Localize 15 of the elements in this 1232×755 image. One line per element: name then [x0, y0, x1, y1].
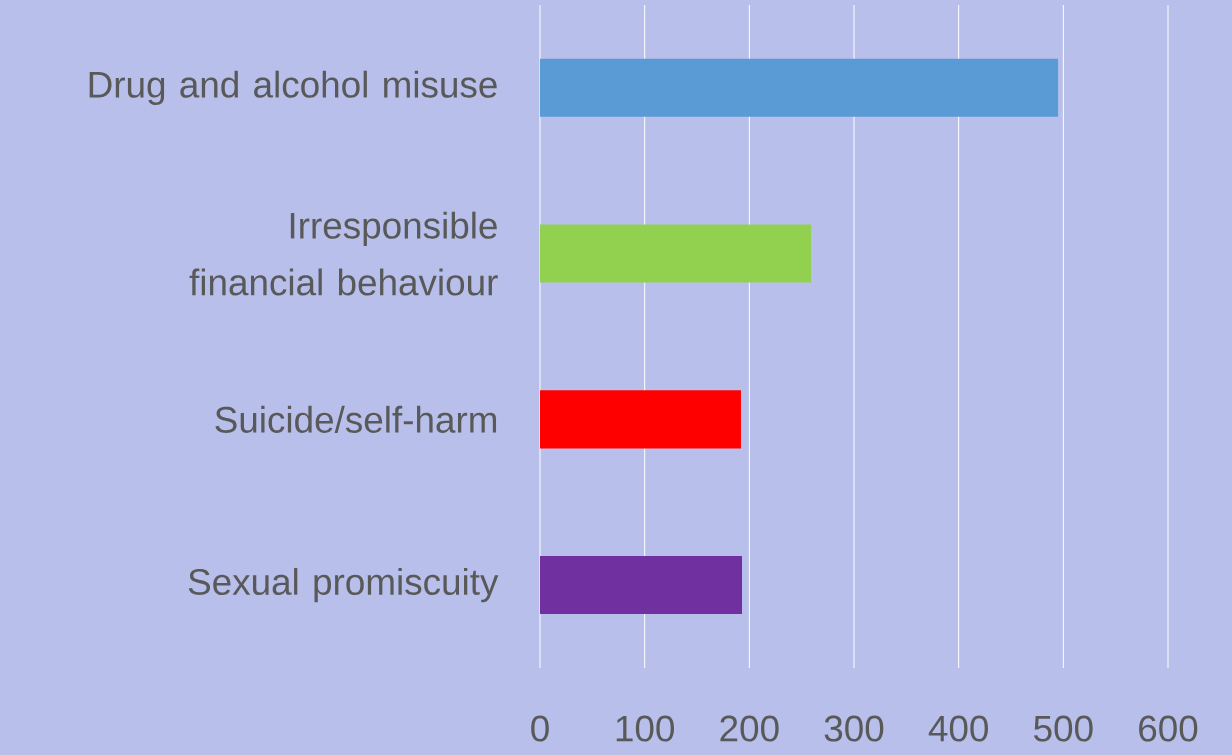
bar [540, 58, 1059, 117]
x-tick-label: 500 [1034, 715, 1093, 742]
x-tick-label: 600 [1139, 715, 1198, 742]
y-tick-label: Sexual promiscuity [188, 567, 499, 603]
y-tick-label: Irresponsible financial behaviour [189, 211, 498, 296]
bar [540, 390, 741, 449]
x-tick-label: 0 [531, 715, 549, 742]
x-tick-label: 400 [928, 715, 988, 742]
x-tick-label: 300 [824, 715, 884, 742]
bar [540, 224, 812, 283]
bar [540, 556, 743, 615]
y-tick-label: Suicide/self-harm [215, 405, 497, 433]
x-tick-label: 200 [720, 715, 779, 742]
x-tick-label: 100 [616, 715, 674, 742]
y-tick-label: Drug and alcohol misuse [89, 70, 497, 106]
